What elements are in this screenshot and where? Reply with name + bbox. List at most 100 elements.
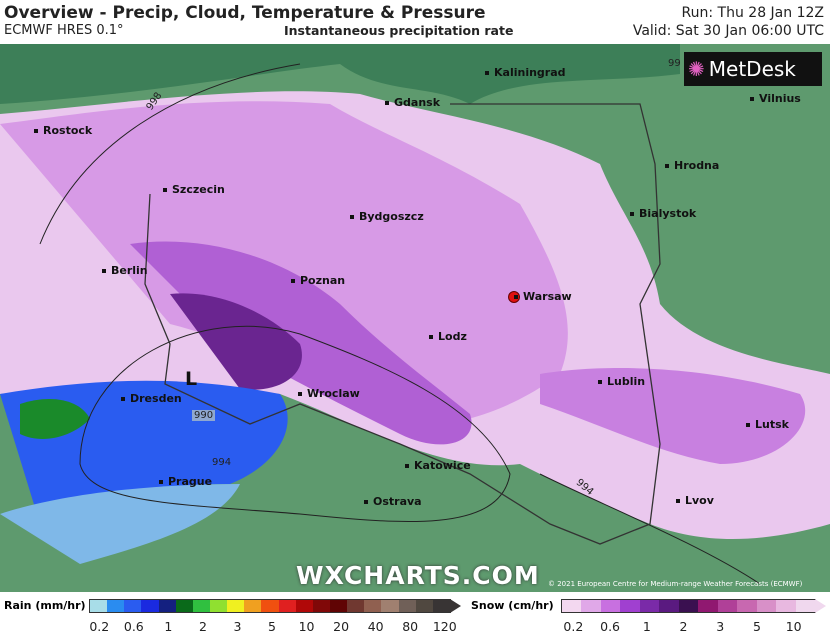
colorbar-tick: 10 [785,619,802,634]
colorbar-swatch [717,600,738,612]
isobar-label: 994 [212,457,232,468]
snow-colorbar [561,599,816,613]
metdesk-logo: ✺ MetDesk [684,52,822,86]
colorbar-tick: 120 [432,619,457,634]
colorbar-swatch [678,600,699,612]
colorbar-swatch [737,600,757,612]
colorbar-tick: 0.6 [600,619,621,634]
city-lutsk: Lutsk [746,418,789,431]
colorbar-swatch [278,600,296,612]
city-rostock: Rostock [34,124,92,137]
border-poland [144,103,661,545]
colorbar-swatch [158,600,176,612]
city-berlin: Berlin [102,264,148,277]
colorbar-swatch [175,600,193,612]
snow-moderate [0,101,568,425]
chart-subtitle: Instantaneous precipitation rate [284,23,514,38]
colorbar-swatch [192,600,210,612]
colorbar-tick: 0.2 [89,619,110,634]
snow-legend-label: Snow (cm/hr) [471,599,554,612]
colorbar-tick: 2 [679,619,688,634]
colorbar-swatch [107,600,125,612]
chart-title: Overview - Precip, Cloud, Temperature & … [4,3,486,23]
valid-time: Valid: Sat 30 Jan 06:00 UTC [632,23,824,39]
colorbar-swatch [581,600,601,612]
snow-ticks: 0.2 0.6 1 2 3 5 10 [555,619,812,634]
colorbar-swatch [124,600,142,612]
rain-legend-label: Rain (mm/hr) [4,599,86,612]
city-katowice: Katowice [405,459,471,472]
city-hrodna: Hrodna [665,159,719,172]
colorbar-tick: 2 [198,619,207,634]
rain-green [20,399,90,439]
colorbar-swatch [312,600,330,612]
city-poznan: Poznan [291,274,345,287]
colorbar-swatch [756,600,777,612]
colorbar-swatch [562,600,582,612]
colorbar-tick: 5 [752,619,761,634]
baltic-sea [0,44,680,104]
precip-map [0,44,830,592]
colorbar-tick: 5 [268,619,276,634]
colorbar-swatch [398,600,416,612]
city-bydgoszcz: Bydgoszcz [350,210,424,223]
colorbar-tick: 0.2 [563,619,584,634]
city-lublin: Lublin [598,375,645,388]
low-pressure-marker: L [185,368,198,390]
colorbar-swatch [227,600,245,612]
colorbar-swatch [432,600,450,612]
colorbar-swatch [415,600,433,612]
colorbar-swatch [776,600,796,612]
colorbar-swatch [329,600,348,612]
colorbar-tick: 0.6 [123,619,144,634]
colorbar-swatch [600,600,621,612]
city-kaliningrad: Kaliningrad [485,66,566,79]
city-vilnius: Vilnius [750,92,801,105]
city-lodz: Lodz [429,330,467,343]
colorbar-swatch [347,600,365,612]
city-wroclaw: Wroclaw [298,387,360,400]
logo-star-icon: ✺ [688,57,705,81]
snow-heavy [130,241,472,445]
low-pressure-value: 990 [192,410,216,421]
colorbar-arrow-icon [815,599,826,613]
colorbar-swatch [90,600,108,612]
city-gdansk: Gdansk [385,96,440,109]
colorbar-swatch [639,600,660,612]
model-label: ECMWF HRES 0.1° [4,23,124,38]
snow-east [540,368,806,464]
city-bialystok: Bialystok [630,207,696,220]
city-dresden: Dresden [121,392,182,405]
colorbar-swatch [620,600,640,612]
isobar-990 [79,325,511,523]
isobar-label: 99 [668,58,681,69]
colorbar-swatch [141,600,159,612]
city-szczecin: Szczecin [163,183,225,196]
city-warsaw: Warsaw [514,290,572,303]
colorbar-swatch [244,600,262,612]
colorbar-swatch [381,600,399,612]
watermark: WXCHARTS.COM [296,561,540,590]
colorbar-arrow-icon [450,599,461,613]
colorbar-swatch [659,600,679,612]
colorbar-tick: 40 [367,619,384,634]
city-ostrava: Ostrava [364,495,422,508]
city-lvov: Lvov [676,494,714,507]
colorbar-swatch [795,600,816,612]
isobar-994 [539,473,761,585]
city-prague: Prague [159,475,212,488]
colorbar-tick: 3 [716,619,725,634]
colorbar-swatch [261,600,279,612]
colorbar-tick: 10 [298,619,315,634]
colorbar-tick: 1 [642,619,651,634]
copyright: © 2021 European Centre for Medium-range … [548,580,803,588]
colorbar-tick: 1 [164,619,173,634]
colorbar-swatch [364,600,382,612]
run-time: Run: Thu 28 Jan 12Z [681,5,824,21]
colorbar-swatch [295,600,313,612]
snow-intense [170,293,302,390]
isobar-998 [39,63,301,245]
rain-colorbar [89,599,451,613]
colorbar-tick: 3 [233,619,242,634]
